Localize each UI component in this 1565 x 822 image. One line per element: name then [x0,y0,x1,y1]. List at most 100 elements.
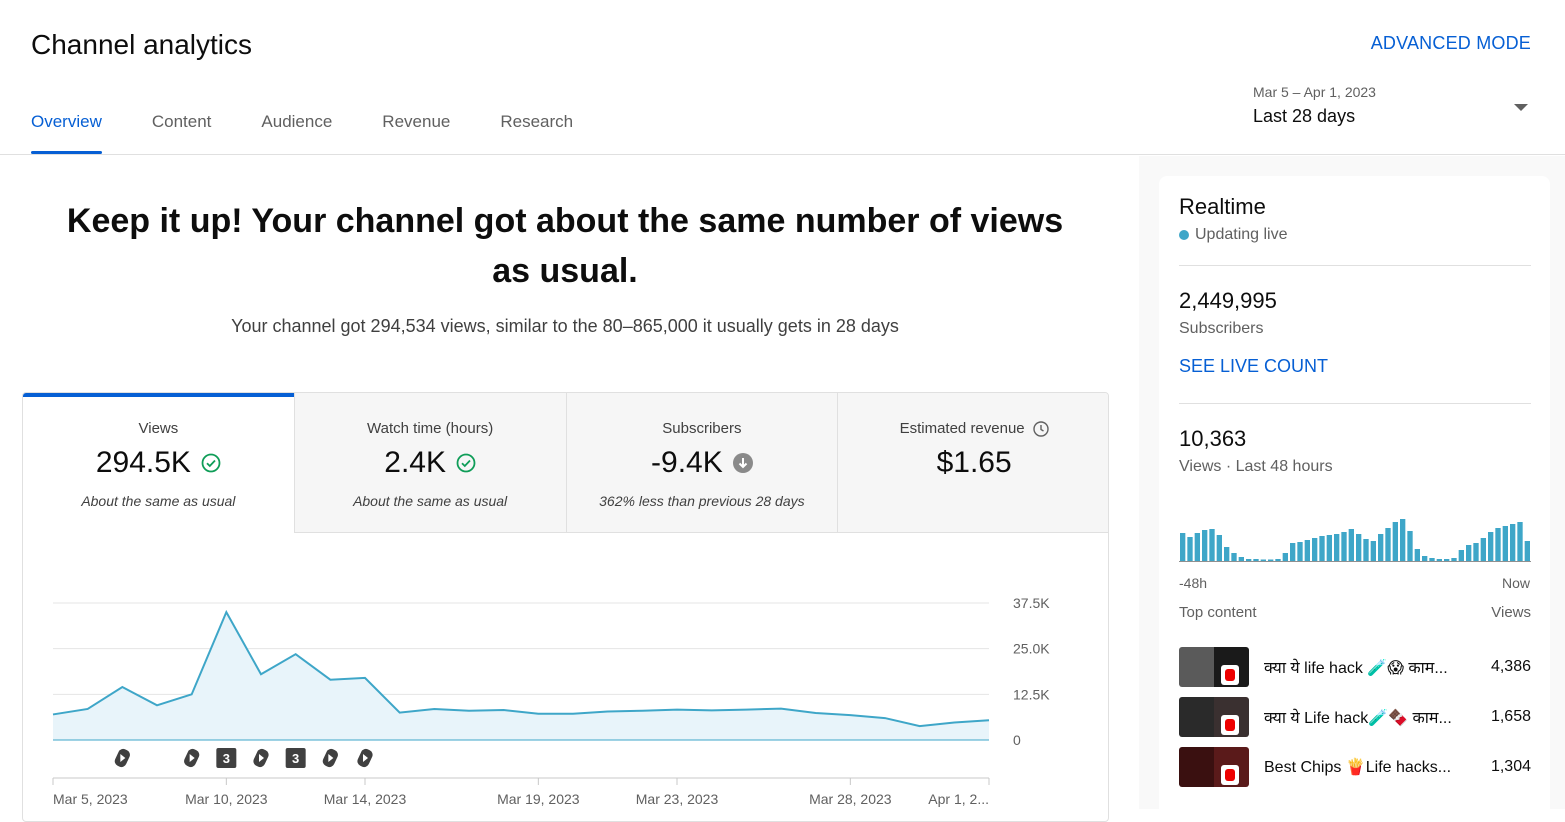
data-point[interactable] [984,715,994,725]
hour-bar[interactable] [1429,558,1435,561]
advanced-mode-link[interactable]: ADVANCED MODE [1370,33,1531,53]
hour-bar[interactable] [1187,537,1193,561]
series-line[interactable] [52,609,990,728]
tab-research[interactable]: Research [500,112,574,131]
hour-bar[interactable] [1488,532,1494,561]
data-point[interactable] [880,713,890,723]
hour-bar[interactable] [1231,553,1237,561]
data-point[interactable] [395,708,405,718]
data-point[interactable] [117,682,127,692]
hour-bar[interactable] [1392,522,1398,561]
hour-bar[interactable] [1363,539,1369,561]
hour-bar[interactable] [1458,550,1464,561]
see-live-count-link[interactable]: SEE LIVE COUNT [1179,356,1329,376]
hour-bar[interactable] [1524,541,1530,561]
data-point[interactable] [568,709,578,719]
hour-bar[interactable] [1385,528,1391,561]
data-point[interactable] [603,707,613,717]
data-point[interactable] [672,705,682,715]
upload-count-marker[interactable]: 3 [285,748,306,768]
metric-watch-time[interactable]: Watch time (hours) 2.4K About the same a… [294,393,567,533]
date-range-selector[interactable]: Mar 5 – Apr 1, 2023 Last 28 days [1253,84,1533,134]
tab-overview[interactable]: Overview [31,112,102,154]
hour-bar[interactable] [1253,559,1259,561]
hour-bar[interactable] [1312,538,1318,561]
hour-bar[interactable] [1260,559,1266,562]
hour-bar[interactable] [1466,545,1472,561]
data-point[interactable] [256,669,266,679]
shorts-marker-icon[interactable] [356,747,374,768]
data-point[interactable] [187,689,197,699]
hour-bar[interactable] [1216,535,1222,561]
data-point[interactable] [291,649,301,659]
hour-bar[interactable] [1407,531,1413,561]
hour-bar[interactable] [1444,559,1450,561]
hour-bar[interactable] [1319,536,1325,561]
data-point[interactable] [915,721,925,731]
hour-bar[interactable] [1414,549,1420,561]
hour-bar[interactable] [1202,530,1208,561]
hour-bar[interactable] [1436,559,1442,561]
shorts-marker-icon[interactable] [113,747,131,768]
hour-bar[interactable] [1517,522,1523,561]
hour-bar[interactable] [1180,533,1186,561]
hour-bar[interactable] [1473,543,1479,561]
hour-bar[interactable] [1480,538,1486,561]
data-point[interactable] [429,704,439,714]
hour-bar[interactable] [1378,534,1384,561]
hour-bar[interactable] [1422,556,1428,561]
tab-revenue[interactable]: Revenue [382,112,451,131]
data-point[interactable] [776,704,786,714]
hour-bar[interactable] [1297,542,1303,561]
upload-count-marker[interactable]: 3 [216,748,237,768]
top-content-item[interactable]: क्या ये life hack 🧪😱 काम... 4,386 [1179,647,1531,687]
hour-bar[interactable] [1304,540,1310,561]
top-content-item[interactable]: Best Chips 🍟Life hacks... 1,304 [1179,747,1531,787]
data-point[interactable] [152,700,162,710]
data-point[interactable] [360,673,370,683]
data-point[interactable] [707,705,717,715]
video-title: Best Chips 🍟Life hacks... [1264,759,1452,776]
data-point[interactable] [83,704,93,714]
metric-views[interactable]: Views 294.5K About the same as usual [23,393,295,533]
hour-bar[interactable] [1400,519,1406,561]
data-point[interactable] [221,607,231,617]
data-point[interactable] [845,710,855,720]
data-point[interactable] [741,705,751,715]
hour-bar[interactable] [1282,553,1288,561]
hour-bar[interactable] [1451,558,1457,561]
shorts-marker-icon[interactable] [182,747,200,768]
metric-subscribers[interactable]: Subscribers -9.4K 362% less than previou… [566,393,839,533]
hour-bar[interactable] [1341,532,1347,561]
hour-bar[interactable] [1510,524,1516,561]
data-point[interactable] [325,675,335,685]
hour-bar[interactable] [1326,535,1332,561]
hour-bar[interactable] [1356,534,1362,561]
data-point[interactable] [533,709,543,719]
data-point[interactable] [464,706,474,716]
hour-bar[interactable] [1495,528,1501,561]
shorts-marker-icon[interactable] [252,747,270,768]
metric-revenue[interactable]: Estimated revenue $1.65 [838,393,1108,533]
hour-bar[interactable] [1348,529,1354,561]
data-point[interactable] [499,705,509,715]
hour-bar[interactable] [1224,547,1230,561]
top-content-item[interactable]: क्या ये Life hack🧪🍫 काम... 1,658 [1179,697,1531,737]
hour-bar[interactable] [1275,559,1281,561]
hour-bar[interactable] [1290,543,1296,561]
hour-bar[interactable] [1502,526,1508,561]
hour-bar[interactable] [1238,557,1244,561]
hour-bar[interactable] [1334,534,1340,561]
shorts-marker-icon[interactable] [321,747,339,768]
data-point[interactable] [811,708,821,718]
data-point[interactable] [637,706,647,716]
tab-content[interactable]: Content [151,112,212,131]
hour-bar[interactable] [1268,559,1274,562]
hour-bar[interactable] [1246,559,1252,561]
hour-bar[interactable] [1194,533,1200,561]
data-point[interactable] [949,717,959,727]
data-point[interactable] [48,709,58,719]
tab-audience[interactable]: Audience [261,112,333,131]
hour-bar[interactable] [1370,541,1376,561]
hour-bar[interactable] [1209,529,1215,561]
